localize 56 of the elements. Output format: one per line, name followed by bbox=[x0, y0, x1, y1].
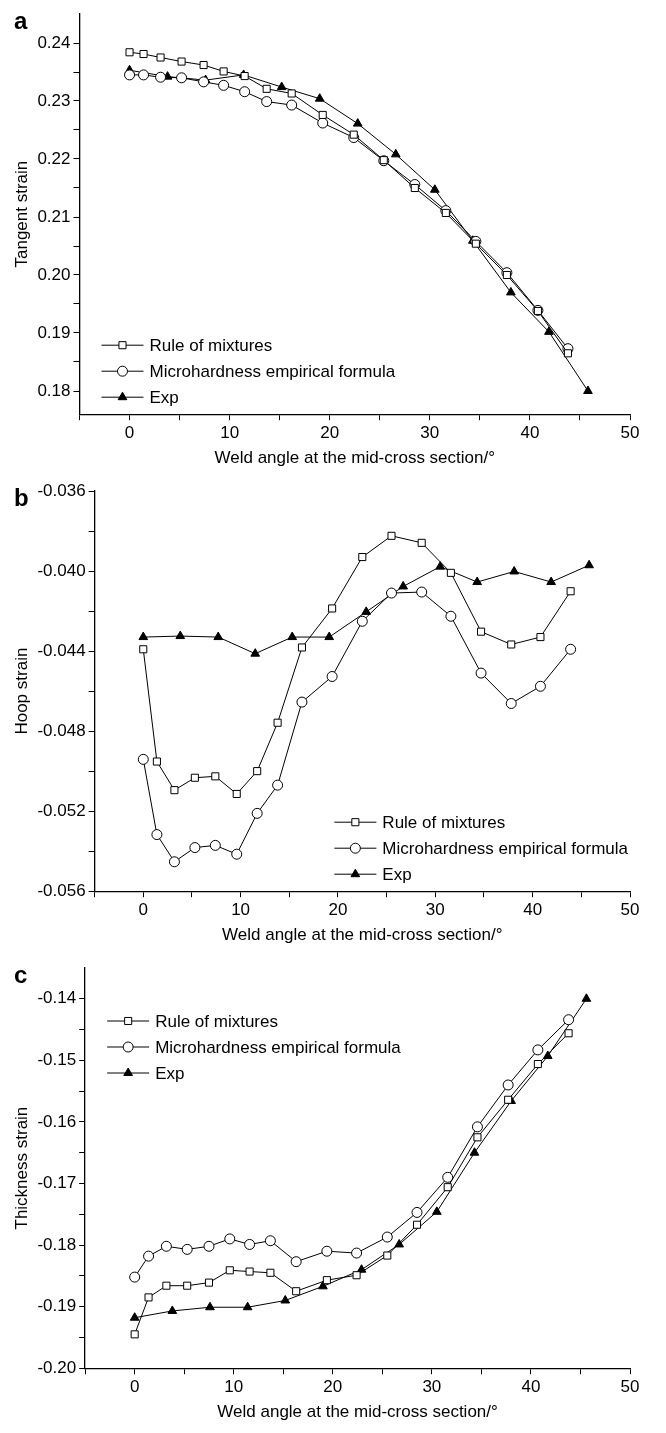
x-tick-label: 30 bbox=[422, 1377, 442, 1397]
y-tick-label: -0.036 bbox=[37, 480, 86, 500]
y-tick-label: -0.14 bbox=[37, 988, 77, 1008]
y-tick-label: -0.044 bbox=[37, 640, 86, 660]
x-tick-label: 20 bbox=[328, 900, 348, 920]
legend-label: Microhardness empirical formula bbox=[149, 361, 396, 381]
y-tick-label: -0.18 bbox=[37, 1234, 77, 1254]
x-tick-label: 30 bbox=[425, 900, 445, 920]
y-tick-label: 0.20 bbox=[37, 264, 71, 284]
y-tick-label: -0.056 bbox=[37, 880, 86, 900]
x-tick-label: 20 bbox=[323, 1377, 343, 1397]
x-axis-title: Weld angle at the mid-cross section/° bbox=[214, 448, 495, 468]
x-tick-label: 10 bbox=[224, 1377, 244, 1397]
x-tick-label: 40 bbox=[521, 1377, 541, 1397]
y-axis-title: Hoop strain bbox=[11, 647, 31, 735]
y-tick-label: -0.16 bbox=[37, 1111, 77, 1131]
x-axis-title: Weld angle at the mid-cross section/° bbox=[217, 1402, 498, 1422]
legend-label: Exp bbox=[155, 1063, 185, 1083]
legend-label: Microhardness empirical formula bbox=[382, 838, 629, 858]
x-tick-label: 0 bbox=[138, 900, 149, 920]
y-tick-label: 0.21 bbox=[37, 206, 71, 226]
y-tick-label: 0.24 bbox=[37, 32, 71, 52]
y-tick-label: -0.052 bbox=[37, 800, 86, 820]
y-tick-label: 0.19 bbox=[37, 322, 71, 342]
legend-label: Exp bbox=[149, 387, 179, 407]
x-axis-title: Weld angle at the mid-cross section/° bbox=[222, 925, 503, 945]
x-tick-label: 40 bbox=[523, 900, 543, 920]
x-tick-label: 50 bbox=[620, 900, 640, 920]
legend-label: Exp bbox=[382, 864, 412, 884]
y-axis-title: Tangent strain bbox=[11, 160, 31, 268]
x-tick-label: 20 bbox=[320, 423, 340, 443]
chart-title: a bbox=[14, 6, 28, 34]
y-tick-label: -0.19 bbox=[37, 1296, 77, 1316]
y-tick-label: -0.040 bbox=[37, 560, 86, 580]
x-tick-label: 30 bbox=[420, 423, 440, 443]
legend-label: Rule of mixtures bbox=[149, 335, 273, 355]
legend-label: Rule of mixtures bbox=[382, 812, 506, 832]
x-tick-label: 40 bbox=[520, 423, 540, 443]
x-tick-label: 0 bbox=[129, 1377, 140, 1397]
x-tick-label: 10 bbox=[231, 900, 251, 920]
y-tick-label: -0.048 bbox=[37, 720, 86, 740]
chart-title: b bbox=[14, 483, 29, 511]
x-tick-label: 10 bbox=[220, 423, 240, 443]
y-tick-label: -0.20 bbox=[37, 1357, 77, 1377]
y-axis-title: Thickness strain bbox=[11, 1106, 31, 1230]
y-tick-label: 0.23 bbox=[37, 90, 71, 110]
y-tick-label: 0.22 bbox=[37, 148, 71, 168]
y-tick-label: -0.17 bbox=[37, 1173, 77, 1193]
x-tick-label: 0 bbox=[124, 423, 135, 443]
legend-label: Microhardness empirical formula bbox=[155, 1037, 402, 1057]
chart-title: c bbox=[14, 960, 28, 988]
legend-label: Rule of mixtures bbox=[155, 1011, 278, 1031]
y-tick-label: 0.18 bbox=[37, 380, 71, 400]
x-tick-label: 50 bbox=[620, 423, 640, 443]
x-tick-label: 50 bbox=[620, 1377, 640, 1397]
y-tick-label: -0.15 bbox=[37, 1050, 77, 1070]
